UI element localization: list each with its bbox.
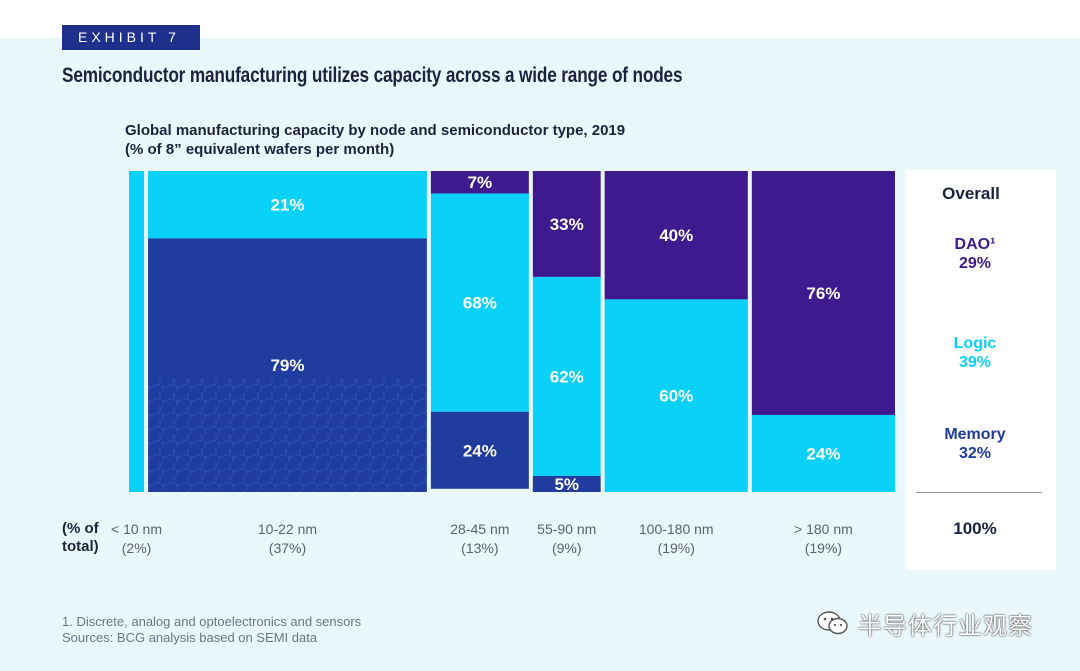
node-label-5: > 180 nm	[794, 521, 853, 537]
chart-subtitle: Global manufacturing capacity by node an…	[125, 121, 625, 159]
watermark: 半导体行业观察	[816, 606, 1033, 640]
node-label-4: 100-180 nm	[639, 521, 714, 537]
bar-dao-3	[532, 171, 601, 277]
pct-of-total-line2: total)	[62, 538, 99, 555]
exhibit-badge: EXHIBIT 7	[62, 25, 200, 50]
overall-dao-value: 29%	[958, 255, 992, 272]
bar-memory-2	[430, 411, 529, 489]
data-label-dao-2: 7%	[468, 173, 493, 192]
watermark-text: 半导体行业观察	[858, 611, 1033, 640]
overall-memory-value: 32%	[958, 445, 992, 462]
node-label-2: 28-45 nm	[450, 521, 509, 537]
overall-title: Overall	[942, 184, 1000, 203]
footnote-sources: Sources: BCG analysis based on SEMI data	[62, 630, 318, 645]
data-label-logic-2: 68%	[463, 294, 497, 313]
overall-logic-name: Logic	[953, 335, 997, 352]
footnote: 1. Discrete, analog and optoelectronics …	[62, 614, 361, 646]
circuit-map-texture	[148, 377, 427, 492]
node-share-label-2: (13%)	[461, 540, 498, 556]
overall-logic-value: 39%	[958, 354, 992, 371]
data-label-dao-3: 33%	[550, 215, 584, 234]
data-label-dao-4: 40%	[659, 226, 693, 245]
bar-dao-5	[751, 171, 895, 415]
page-title: Semiconductor manufacturing utilizes cap…	[62, 64, 683, 87]
overall-memory-name: Memory	[944, 426, 1006, 443]
overall-dao: DAO¹ 29%	[906, 235, 1044, 273]
node-label-1: 10-22 nm	[258, 521, 317, 537]
node-share-label-3: (9%)	[552, 540, 582, 556]
overall-panel: Overall DAO¹ 29% Logic 39% Memory 32% 10…	[906, 170, 1056, 570]
bar-memory-3	[532, 475, 601, 492]
data-label-memory-1: 79%	[270, 356, 304, 375]
data-label-logic-4: 60%	[659, 387, 693, 406]
bar-logic-5	[751, 414, 895, 492]
overall-total: 100%	[953, 519, 997, 538]
bar-logic-1	[148, 171, 427, 239]
data-label-logic-3: 62%	[550, 367, 584, 386]
overall-memory: Memory 32%	[906, 425, 1044, 463]
bar-dao-2	[430, 171, 529, 194]
overall-logic: Logic 39%	[906, 334, 1044, 372]
bar-logic-4	[604, 299, 748, 492]
circuit-texture-rect	[148, 377, 427, 492]
node-label-0: < 10 nm	[111, 521, 162, 537]
data-label-memory-3: 5%	[554, 475, 579, 494]
data-label-dao-5: 76%	[806, 284, 840, 303]
chart-subtitle-line2: (% of 8” equivalent wafers per month)	[125, 141, 395, 158]
node-share-label-4: (19%)	[658, 540, 695, 556]
bar-dao-4	[604, 171, 748, 300]
node-label-3: 55-90 nm	[537, 521, 596, 537]
bar-logic-0	[129, 171, 145, 492]
bar-logic-3	[532, 276, 601, 476]
overall-dao-name: DAO¹	[954, 236, 996, 253]
node-share-label-5: (19%)	[805, 540, 842, 556]
overall-divider	[916, 492, 1042, 493]
data-label-memory-2: 24%	[463, 441, 497, 460]
node-share-label-0: (2%)	[122, 540, 152, 556]
footnote-definition: 1. Discrete, analog and optoelectronics …	[62, 614, 362, 629]
data-label-logic-5: 24%	[806, 444, 840, 463]
chart-subtitle-line1: Global manufacturing capacity by node an…	[125, 122, 626, 139]
wechat-icon	[817, 611, 848, 635]
data-label-logic-1: 21%	[270, 196, 304, 215]
node-share-label-1: (37%)	[269, 540, 306, 556]
bar-logic-2	[430, 193, 529, 412]
pct-of-total-line1: (% of	[62, 520, 99, 537]
pct-of-total-label: (% of total)	[62, 520, 99, 556]
